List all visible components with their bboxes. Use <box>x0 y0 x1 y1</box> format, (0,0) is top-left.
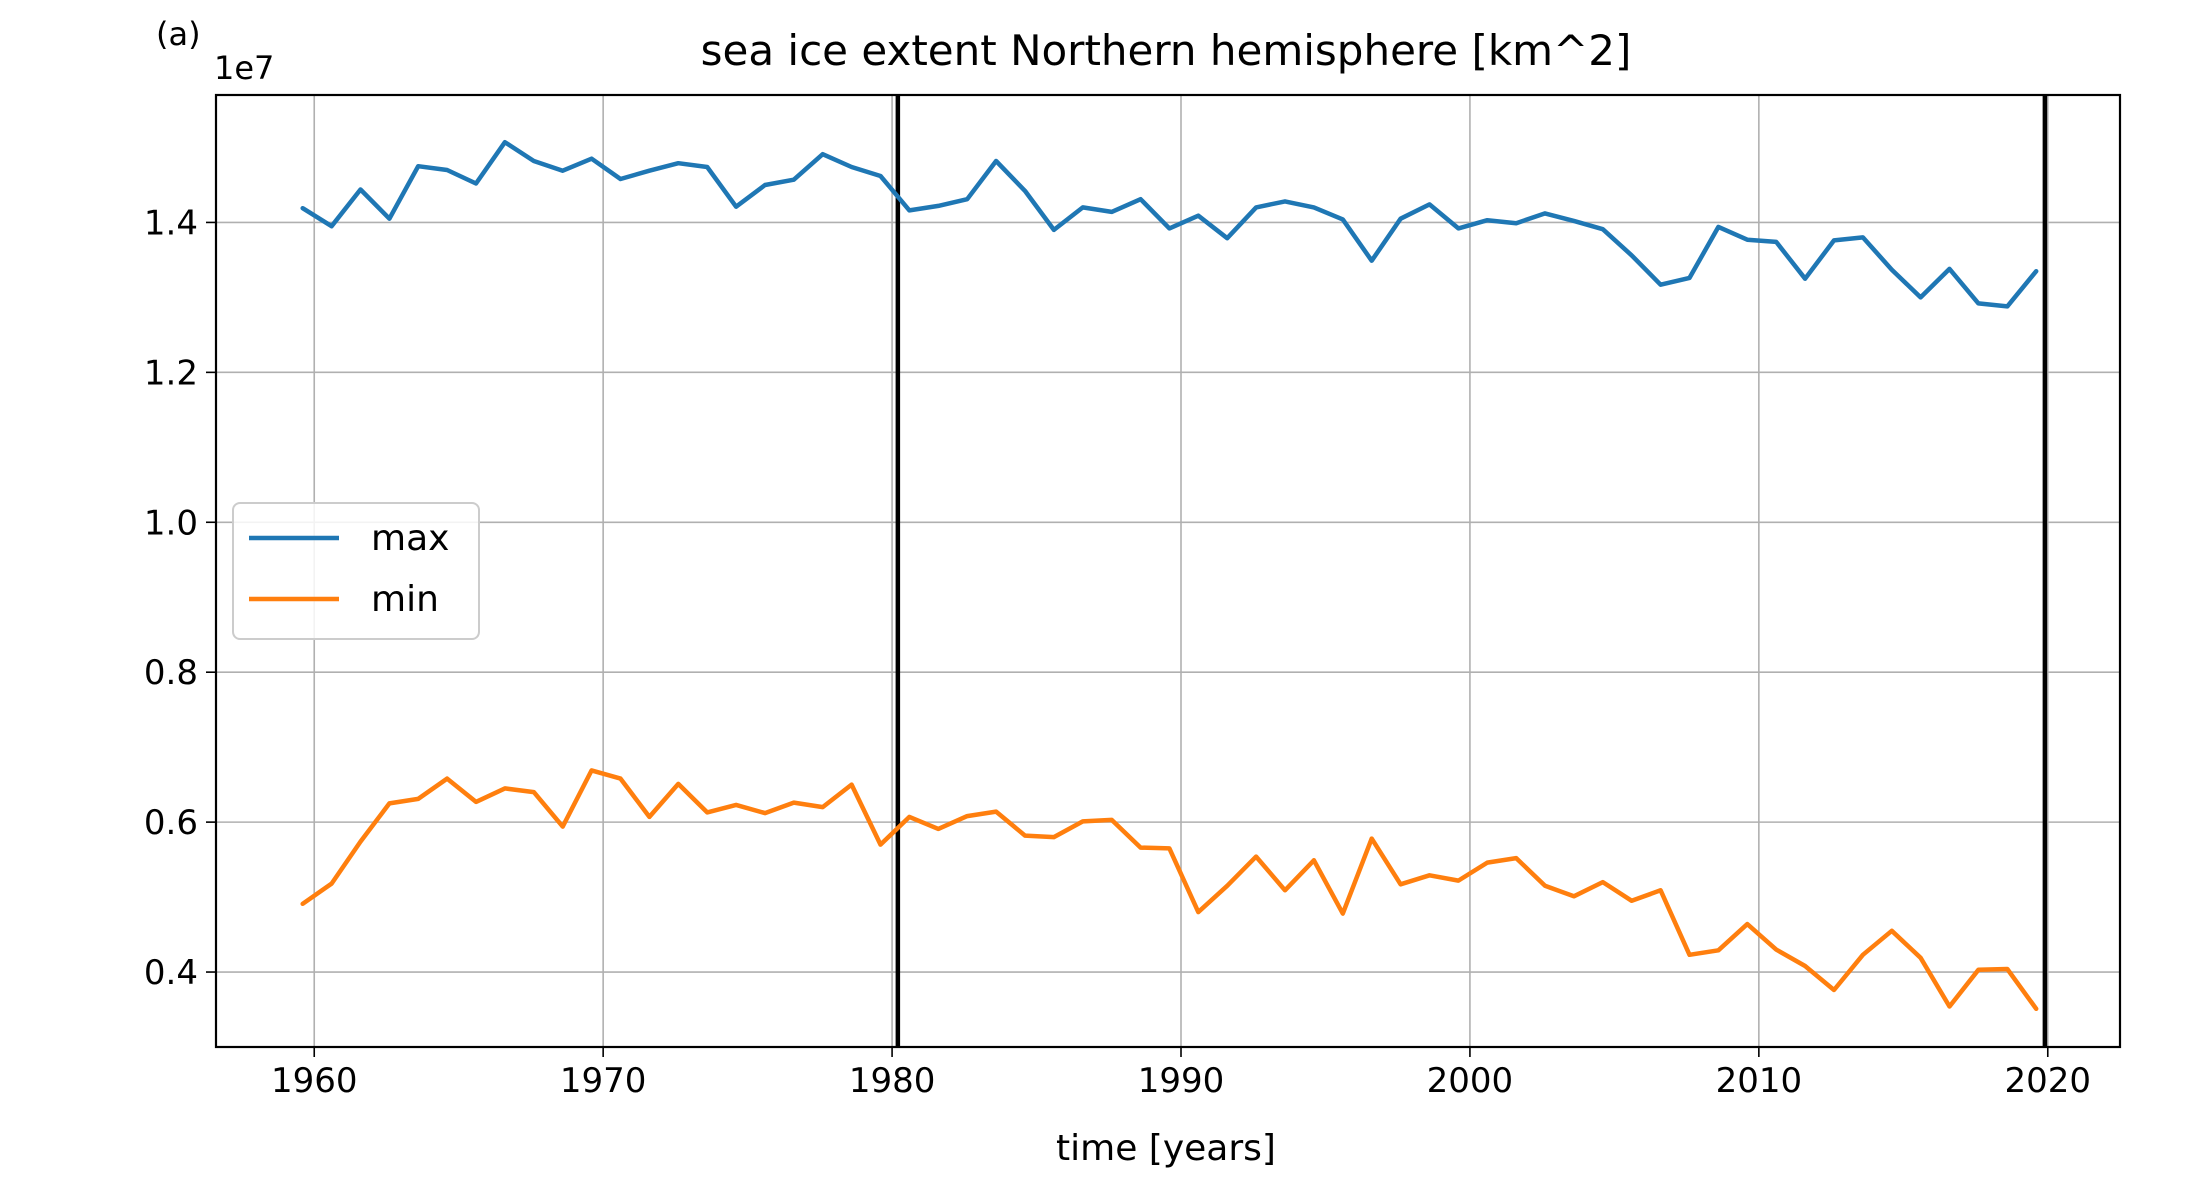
legend-label-min: min <box>371 579 439 620</box>
x-tick-label: 1960 <box>271 1061 358 1101</box>
y-tick-label: 0.8 <box>144 653 198 693</box>
x-tick-label: 2010 <box>1716 1061 1803 1101</box>
data-series <box>300 139 2039 1012</box>
series-line-max <box>300 139 2039 309</box>
x-tick-label: 1990 <box>1138 1061 1225 1101</box>
grid-lines <box>216 95 2120 1047</box>
y-tick-label: 0.4 <box>144 953 198 993</box>
y-tick-label: 0.6 <box>144 803 198 843</box>
plot-area-frame <box>214 93 2122 1049</box>
x-tick-label: 2020 <box>2005 1061 2092 1101</box>
y-tick-label: 1.4 <box>144 203 198 243</box>
reference-lines <box>895 95 2048 1047</box>
legend: max min <box>232 502 480 640</box>
chart-title: sea ice extent Northern hemisphere [km^2… <box>701 26 1632 75</box>
series-line-min <box>300 768 2039 1012</box>
y-tick-label: 1.2 <box>144 353 198 393</box>
legend-label-max: max <box>371 518 449 559</box>
x-tick-label: 2000 <box>1427 1061 1514 1101</box>
x-tick-label: 1970 <box>560 1061 647 1101</box>
y-offset-label: 1e7 <box>214 49 274 87</box>
x-tick-label: 1980 <box>849 1061 936 1101</box>
y-tick-label: 1.0 <box>144 503 198 543</box>
x-axis-label: time [years] <box>1056 1128 1276 1169</box>
axis-ticks: 1960 1970 1980 1990 2000 2010 2020 0.4 0.6 0.8 1.0… <box>144 203 2091 1101</box>
panel-label: (a) <box>156 15 201 53</box>
